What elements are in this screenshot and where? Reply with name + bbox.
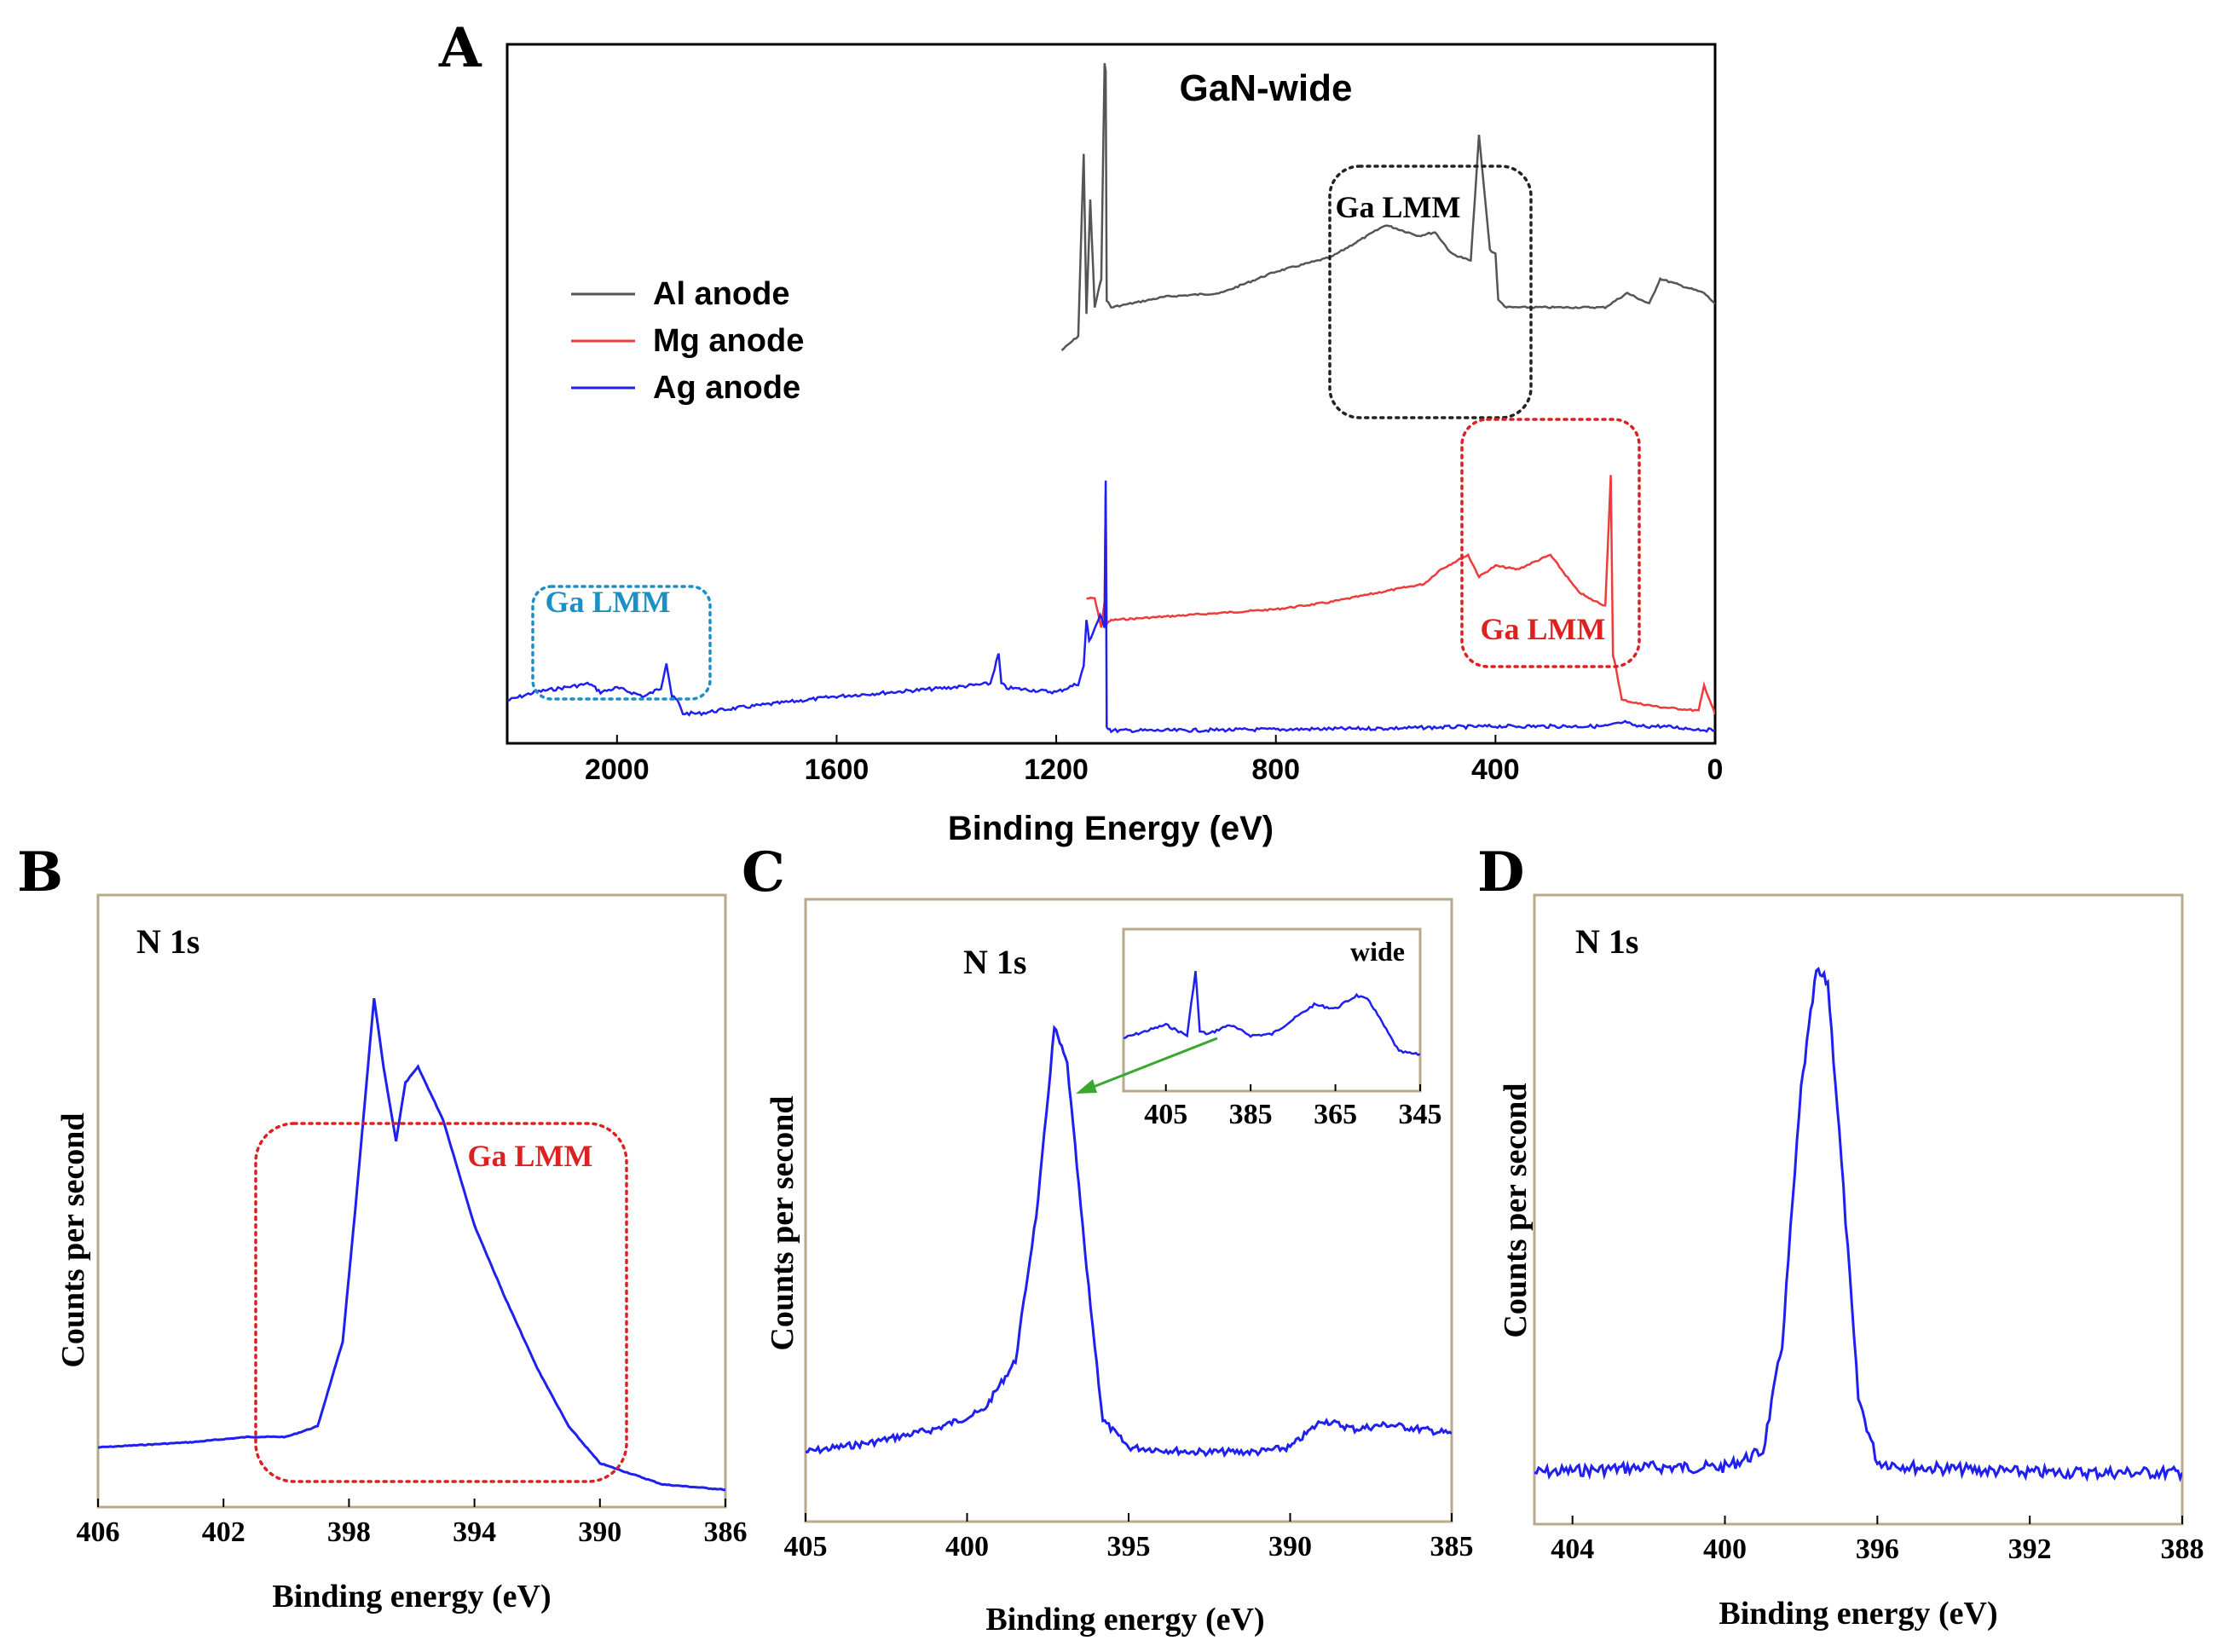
mg-ga-lmm-label: Ga LMM — [1481, 612, 1606, 646]
panel-c-label: N 1s — [963, 943, 1026, 981]
panel-b-ga-lmm-box — [254, 1122, 628, 1483]
panel-c-inset-x-tick-label: 365 — [1314, 1099, 1357, 1130]
panel-b-x-tick-label: 390 — [578, 1516, 621, 1548]
legend-label-ag: Ag anode — [653, 370, 800, 406]
panel-b-frame — [96, 893, 727, 1509]
panel-d-x-tick-label: 388 — [2161, 1534, 2204, 1565]
panel-a-x-tick-label: 2000 — [585, 754, 650, 786]
legend-label-mg: Mg anode — [653, 323, 804, 359]
panel-c-x-ticks: 405 400 395 390 385 — [784, 1513, 1474, 1562]
series-al-anode-line — [1060, 63, 1715, 351]
panel-label-a: A — [438, 16, 482, 80]
panel-c-inset-spectrum-line — [1124, 971, 1420, 1056]
panel-c-inset-x-tick-label: 385 — [1229, 1099, 1273, 1130]
panel-b: N 1s Ga LMM 406 402 398 394 390 386 Binding e… — [55, 893, 748, 1614]
panel-a-x-axis-label: Binding Energy (eV) — [948, 810, 1274, 847]
ag-ga-lmm-label: Ga LMM — [546, 585, 671, 619]
panel-b-label: N 1s — [136, 922, 199, 961]
panel-d-label: N 1s — [1575, 922, 1638, 961]
panel-a: GaN-wide Al anode Mg anode Ag anode Ga L… — [505, 43, 1723, 847]
panel-b-x-ticks: 406 402 398 394 390 386 — [77, 1499, 748, 1548]
panel-b-spectrum-line — [98, 997, 725, 1492]
panel-b-ga-lmm-label: Ga LMM — [468, 1139, 593, 1173]
panel-d-y-axis-label: Counts per second — [1498, 1083, 1534, 1337]
panel-d-x-ticks: 404 400 396 392 388 — [1551, 1516, 2204, 1565]
panel-label-b: B — [17, 840, 63, 904]
panel-c-x-tick-label: 395 — [1107, 1531, 1151, 1562]
panel-a-x-tick-label: 1600 — [805, 754, 869, 786]
panel-c-x-tick-label: 390 — [1268, 1531, 1312, 1562]
panel-a-x-tick-label: 1200 — [1024, 754, 1089, 786]
panel-c: N 1s wide 405 385 365 345 405 400 395 390 385 B… — [765, 898, 1474, 1638]
panel-c-x-tick-label: 385 — [1430, 1531, 1474, 1562]
panel-d-x-tick-label: 400 — [1703, 1534, 1747, 1565]
panel-b-y-axis-label: Counts per second — [55, 1112, 91, 1367]
al-ga-lmm-label: Ga LMM — [1336, 190, 1461, 224]
panel-label-c: C — [742, 840, 785, 904]
panel-c-x-tick-label: 400 — [945, 1531, 989, 1562]
panel-a-legend: Al anode Mg anode Ag anode — [571, 276, 804, 406]
panel-c-x-axis-label: Binding energy (eV) — [985, 1602, 1264, 1638]
panel-c-inset-frame — [1122, 927, 1422, 1093]
panel-d-x-tick-label: 396 — [1856, 1534, 1899, 1565]
panel-a-title: GaN-wide — [1180, 67, 1353, 109]
panel-a-x-tick-label: 400 — [1471, 754, 1520, 786]
panel-d-x-tick-label: 392 — [2008, 1534, 2052, 1565]
panel-c-x-tick-label: 405 — [784, 1531, 828, 1562]
panel-d-frame — [1533, 893, 2184, 1526]
panel-d-spectrum-line — [1534, 966, 2182, 1483]
ag-ga-lmm-box — [531, 585, 712, 701]
panel-d: N 1s 404 400 396 392 388 Binding energy (eV)… — [1498, 893, 2204, 1632]
legend-label-al: Al anode — [653, 276, 789, 312]
panel-c-spectrum-line — [806, 1025, 1452, 1458]
series-ag-anode-line — [507, 480, 1715, 734]
panel-c-y-axis-label: Counts per second — [765, 1095, 800, 1350]
panel-c-inset-x-ticks: 405 385 365 345 — [1144, 1084, 1442, 1130]
panel-c-arrow-line — [1086, 1037, 1218, 1091]
mg-ga-lmm-box — [1460, 418, 1641, 668]
panel-c-inset-label: wide — [1350, 936, 1405, 967]
panel-b-x-tick-label: 394 — [453, 1516, 496, 1548]
panel-b-x-tick-label: 398 — [327, 1516, 371, 1548]
panel-a-x-tick-label: 800 — [1251, 754, 1300, 786]
panel-d-x-axis-label: Binding energy (eV) — [1719, 1596, 1997, 1632]
panel-b-x-tick-label: 406 — [77, 1516, 120, 1548]
panel-c-inset-x-tick-label: 405 — [1144, 1099, 1187, 1130]
panel-a-x-tick-label: 0 — [1707, 754, 1724, 786]
panel-b-x-tick-label: 386 — [704, 1516, 748, 1548]
series-mg-anode-line — [1086, 475, 1715, 715]
panel-a-frame — [505, 43, 1717, 745]
panel-c-inset-x-tick-label: 345 — [1399, 1099, 1442, 1130]
panel-c-arrow-head — [1076, 1079, 1097, 1094]
panel-b-x-axis-label: Binding energy (eV) — [272, 1579, 551, 1614]
panel-d-x-tick-label: 404 — [1551, 1534, 1594, 1565]
panel-label-d: D — [1477, 840, 1525, 904]
panel-b-x-tick-label: 402 — [202, 1516, 246, 1548]
al-ga-lmm-box — [1328, 165, 1533, 419]
panel-a-x-ticks: 2000 1600 1200 800 400 0 — [585, 735, 1723, 786]
